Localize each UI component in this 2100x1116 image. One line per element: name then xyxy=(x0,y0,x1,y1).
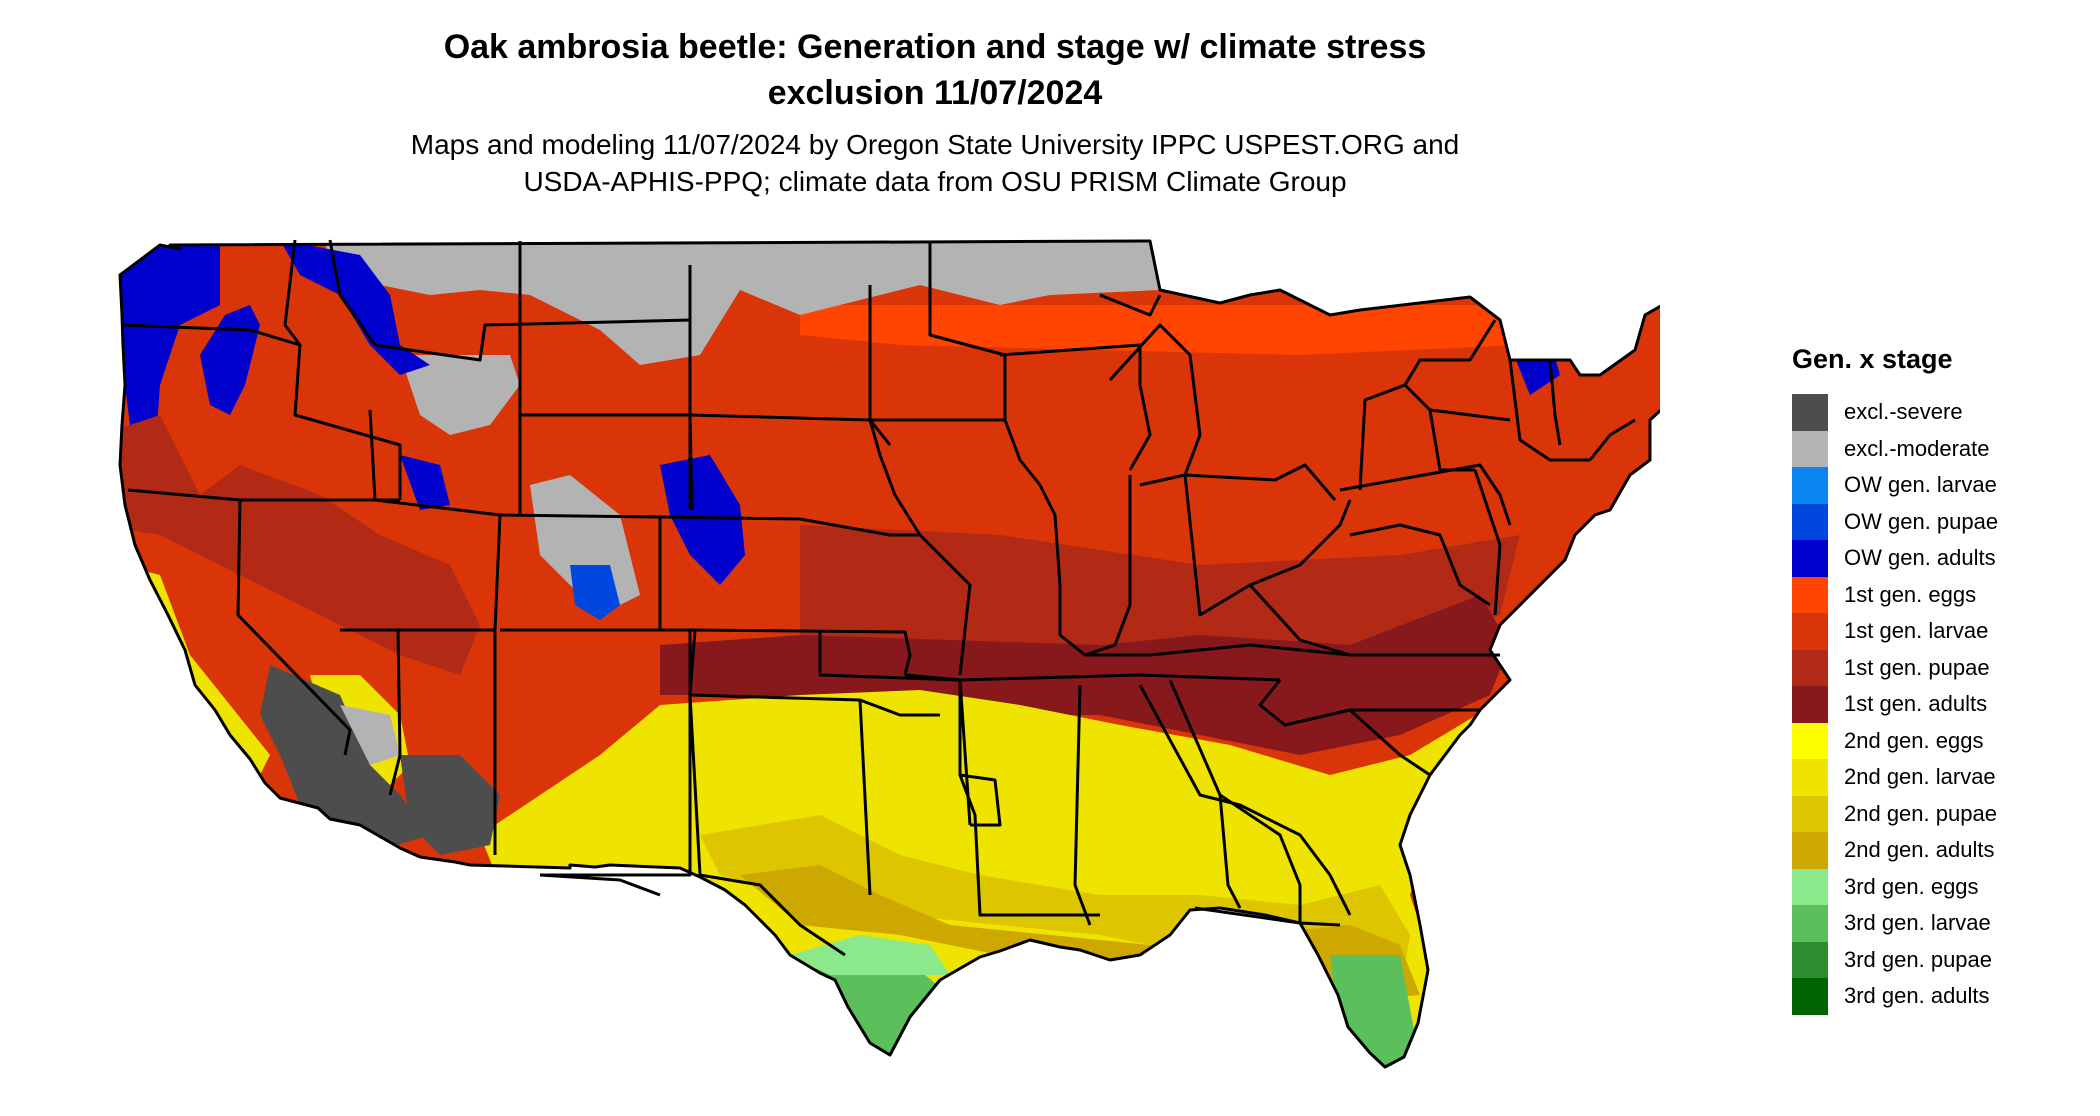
legend-swatch xyxy=(1792,978,1828,1015)
legend-label: 2nd gen. eggs xyxy=(1844,727,1984,753)
legend-items: excl.-severe excl.-moderate OW gen. larv… xyxy=(1792,394,2082,1015)
legend-swatch xyxy=(1792,832,1828,869)
map-title-line-1: Oak ambrosia beetle: Generation and stag… xyxy=(443,28,1427,66)
legend-item-1st-gen-eggs: 1st gen. eggs xyxy=(1792,576,2082,613)
legend-label: 3rd gen. pupae xyxy=(1844,946,1993,972)
legend-swatch xyxy=(1792,795,1828,832)
legend-label: 3rd gen. adults xyxy=(1844,983,1990,1009)
legend-item-3rd-gen-adults: 3rd gen. adults xyxy=(1792,978,2082,1015)
map-title: Oak ambrosia beetle: Generation and stag… xyxy=(0,24,1870,116)
legend-item-2nd-gen-eggs: 2nd gen. eggs xyxy=(1792,722,2082,759)
legend-label: 1st gen. adults xyxy=(1844,691,1988,717)
legend-swatch xyxy=(1792,868,1828,905)
legend-label: 2nd gen. pupae xyxy=(1844,800,1997,826)
legend-label: 1st gen. pupae xyxy=(1844,654,1990,680)
map-title-line-2: exclusion 11/07/2024 xyxy=(767,74,1103,112)
legend-label: 2nd gen. adults xyxy=(1844,837,1995,863)
legend-item-1st-gen-pupae: 1st gen. pupae xyxy=(1792,649,2082,686)
legend-label: OW gen. larvae xyxy=(1844,472,1997,498)
legend-label: OW gen. adults xyxy=(1844,545,1996,571)
legend-swatch xyxy=(1792,905,1828,942)
map-subtitle: Maps and modeling 11/07/2024 by Oregon S… xyxy=(0,126,1870,200)
legend-item-excl-severe: excl.-severe xyxy=(1792,394,2082,431)
us-generation-map xyxy=(118,239,1660,1069)
legend-swatch xyxy=(1792,759,1828,796)
legend-swatch xyxy=(1792,503,1828,540)
legend-swatch xyxy=(1792,649,1828,686)
legend-swatch xyxy=(1792,576,1828,613)
legend-item-1st-gen-adults: 1st gen. adults xyxy=(1792,686,2082,723)
legend-item-ow-gen-pupae: OW gen. pupae xyxy=(1792,503,2082,540)
legend-item-excl-moderate: excl.-moderate xyxy=(1792,430,2082,467)
legend-swatch xyxy=(1792,941,1828,978)
legend-swatch xyxy=(1792,722,1828,759)
legend-label: OW gen. pupae xyxy=(1844,508,1999,534)
legend-item-ow-gen-larvae: OW gen. larvae xyxy=(1792,467,2082,504)
legend-item-ow-gen-adults: OW gen. adults xyxy=(1792,540,2082,577)
legend-label: 2nd gen. larvae xyxy=(1844,764,1996,790)
legend-item-2nd-gen-larvae: 2nd gen. larvae xyxy=(1792,759,2082,796)
legend-item-3rd-gen-larvae: 3rd gen. larvae xyxy=(1792,905,2082,942)
legend-swatch xyxy=(1792,467,1828,504)
legend-item-2nd-gen-pupae: 2nd gen. pupae xyxy=(1792,795,2082,832)
legend-label: excl.-moderate xyxy=(1844,435,1990,461)
state-boundaries xyxy=(118,239,1660,1069)
legend-swatch xyxy=(1792,686,1828,723)
legend-label: 1st gen. eggs xyxy=(1844,581,1977,607)
legend-swatch xyxy=(1792,540,1828,577)
legend-swatch xyxy=(1792,394,1828,431)
legend-title: Gen. x stage xyxy=(1792,344,1953,374)
legend-label: 3rd gen. eggs xyxy=(1844,873,1979,899)
legend-item-3rd-gen-pupae: 3rd gen. pupae xyxy=(1792,941,2082,978)
map-subtitle-line-1: Maps and modeling 11/07/2024 by Oregon S… xyxy=(410,129,1460,160)
legend-swatch xyxy=(1792,430,1828,467)
legend-item-3rd-gen-eggs: 3rd gen. eggs xyxy=(1792,868,2082,905)
legend: Gen. x stage excl.-severe excl.-moderate… xyxy=(1792,342,2082,1015)
map-subtitle-line-2: USDA-APHIS-PPQ; climate data from OSU PR… xyxy=(523,166,1347,197)
legend-label: excl.-severe xyxy=(1844,399,1963,425)
legend-item-1st-gen-larvae: 1st gen. larvae xyxy=(1792,613,2082,650)
legend-label: 1st gen. larvae xyxy=(1844,618,1989,644)
legend-label: 3rd gen. larvae xyxy=(1844,910,1991,936)
legend-swatch xyxy=(1792,613,1828,650)
legend-item-2nd-gen-adults: 2nd gen. adults xyxy=(1792,832,2082,869)
